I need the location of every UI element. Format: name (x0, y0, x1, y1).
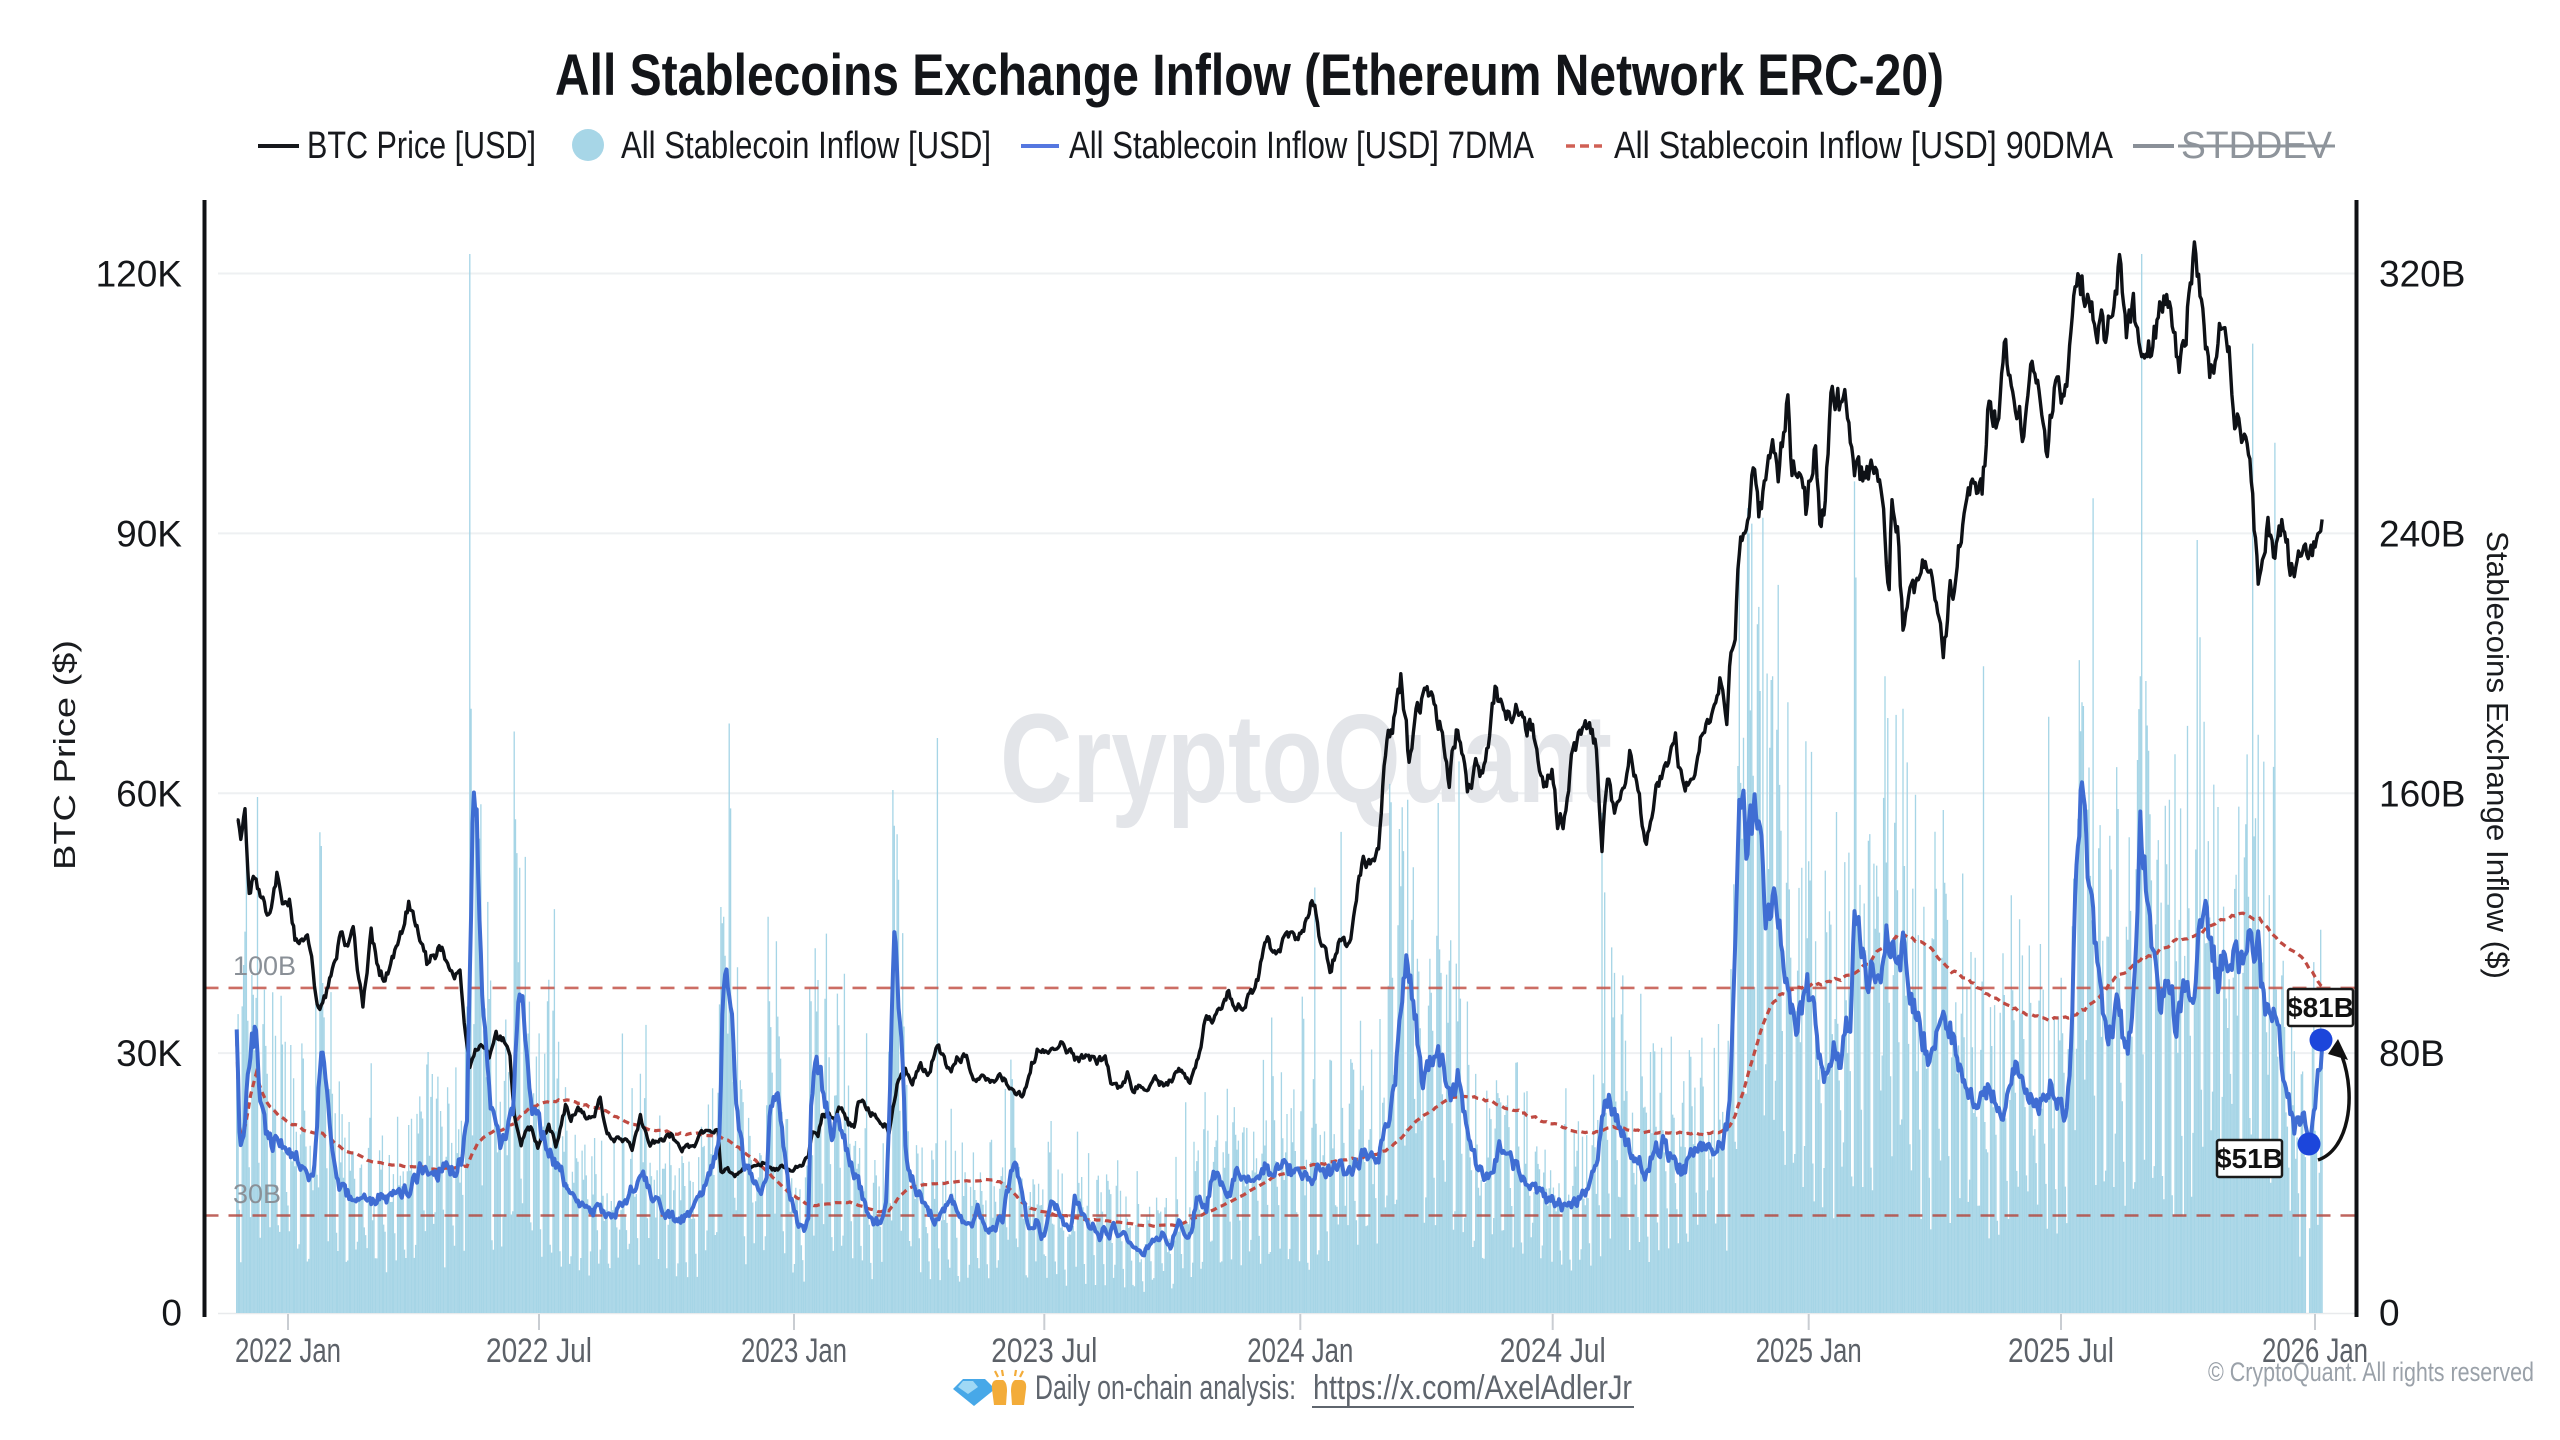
svg-text:2025 Jul: 2025 Jul (2008, 1332, 2114, 1370)
svg-text:90K: 90K (116, 513, 182, 554)
svg-text:All Stablecoin Inflow [USD]: All Stablecoin Inflow [USD] (621, 125, 991, 167)
svg-text:All Stablecoin Inflow [USD] 90: All Stablecoin Inflow [USD] 90DMA (1614, 125, 2114, 167)
svg-text:All Stablecoins Exchange Inflo: All Stablecoins Exchange Inflow (Ethereu… (555, 43, 1944, 108)
svg-text:2023 Jan: 2023 Jan (741, 1332, 847, 1370)
svg-text:Daily on-chain analysis: https: Daily on-chain analysis: https://x.com/A… (1035, 1369, 1632, 1407)
svg-text:Stablecoins Exchange Inflow ($: Stablecoins Exchange Inflow ($) (2480, 531, 2515, 979)
svg-text:30B: 30B (233, 1179, 281, 1209)
svg-text:2024 Jan: 2024 Jan (1247, 1332, 1353, 1370)
svg-text:BTC Price [USD]: BTC Price [USD] (307, 125, 536, 167)
svg-text:160B: 160B (2379, 773, 2465, 814)
svg-text:30K: 30K (116, 1033, 182, 1074)
svg-text:60K: 60K (116, 773, 182, 814)
svg-text:$81B: $81B (2287, 992, 2354, 1023)
svg-text:80B: 80B (2379, 1033, 2445, 1074)
svg-text:$51B: $51B (2216, 1143, 2283, 1174)
svg-text:120K: 120K (96, 254, 183, 295)
svg-text:0: 0 (161, 1293, 182, 1334)
svg-text:2023 Jul: 2023 Jul (991, 1332, 1097, 1370)
svg-text:2022 Jul: 2022 Jul (486, 1332, 592, 1370)
svg-text:© CryptoQuant. All rights rese: © CryptoQuant. All rights reserved (2208, 1357, 2534, 1387)
svg-text:2022 Jan: 2022 Jan (235, 1332, 341, 1370)
svg-text:BTC Price ($): BTC Price ($) (47, 640, 82, 870)
svg-text:CryptoQuant: CryptoQuant (1000, 688, 1612, 829)
svg-text:100B: 100B (233, 951, 296, 981)
svg-text:0: 0 (2379, 1293, 2400, 1334)
svg-text:320B: 320B (2379, 254, 2465, 295)
svg-text:2025 Jan: 2025 Jan (1756, 1332, 1862, 1370)
svg-text:All Stablecoin Inflow [USD] 7D: All Stablecoin Inflow [USD] 7DMA (1069, 125, 1535, 167)
svg-text:240B: 240B (2379, 513, 2465, 554)
svg-text:2024 Jul: 2024 Jul (1500, 1332, 1606, 1370)
svg-text:2026 Jan: 2026 Jan (2262, 1332, 2368, 1370)
